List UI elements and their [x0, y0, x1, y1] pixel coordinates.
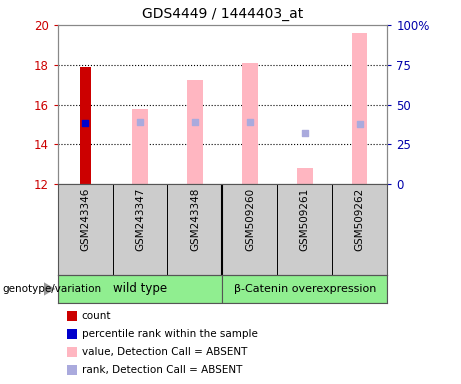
Text: GSM243347: GSM243347	[135, 188, 145, 251]
Title: GDS4449 / 1444403_at: GDS4449 / 1444403_at	[142, 7, 303, 21]
Point	[82, 119, 89, 126]
Text: wild type: wild type	[113, 283, 167, 295]
Text: genotype/variation: genotype/variation	[2, 284, 101, 294]
Bar	[242, 63, 258, 184]
Bar	[297, 168, 313, 184]
Text: β-Catenin overexpression: β-Catenin overexpression	[234, 284, 376, 294]
Text: percentile rank within the sample: percentile rank within the sample	[82, 329, 258, 339]
Text: value, Detection Call = ABSENT: value, Detection Call = ABSENT	[82, 347, 247, 357]
Point	[191, 119, 199, 125]
Point	[301, 129, 308, 136]
Bar	[352, 33, 367, 184]
Text: rank, Detection Call = ABSENT: rank, Detection Call = ABSENT	[82, 365, 242, 375]
Polygon shape	[44, 282, 55, 296]
Bar	[132, 109, 148, 184]
Point	[246, 119, 254, 125]
Text: GSM509262: GSM509262	[355, 188, 365, 251]
Point	[356, 121, 363, 127]
Text: GSM243348: GSM243348	[190, 188, 200, 251]
Text: GSM509261: GSM509261	[300, 188, 310, 251]
Bar	[80, 67, 90, 184]
Text: GSM243346: GSM243346	[80, 188, 90, 251]
Point	[136, 119, 144, 125]
Bar	[187, 80, 203, 184]
Bar	[222, 275, 387, 303]
Text: GSM509260: GSM509260	[245, 188, 255, 251]
Text: count: count	[82, 311, 111, 321]
Bar	[58, 275, 222, 303]
